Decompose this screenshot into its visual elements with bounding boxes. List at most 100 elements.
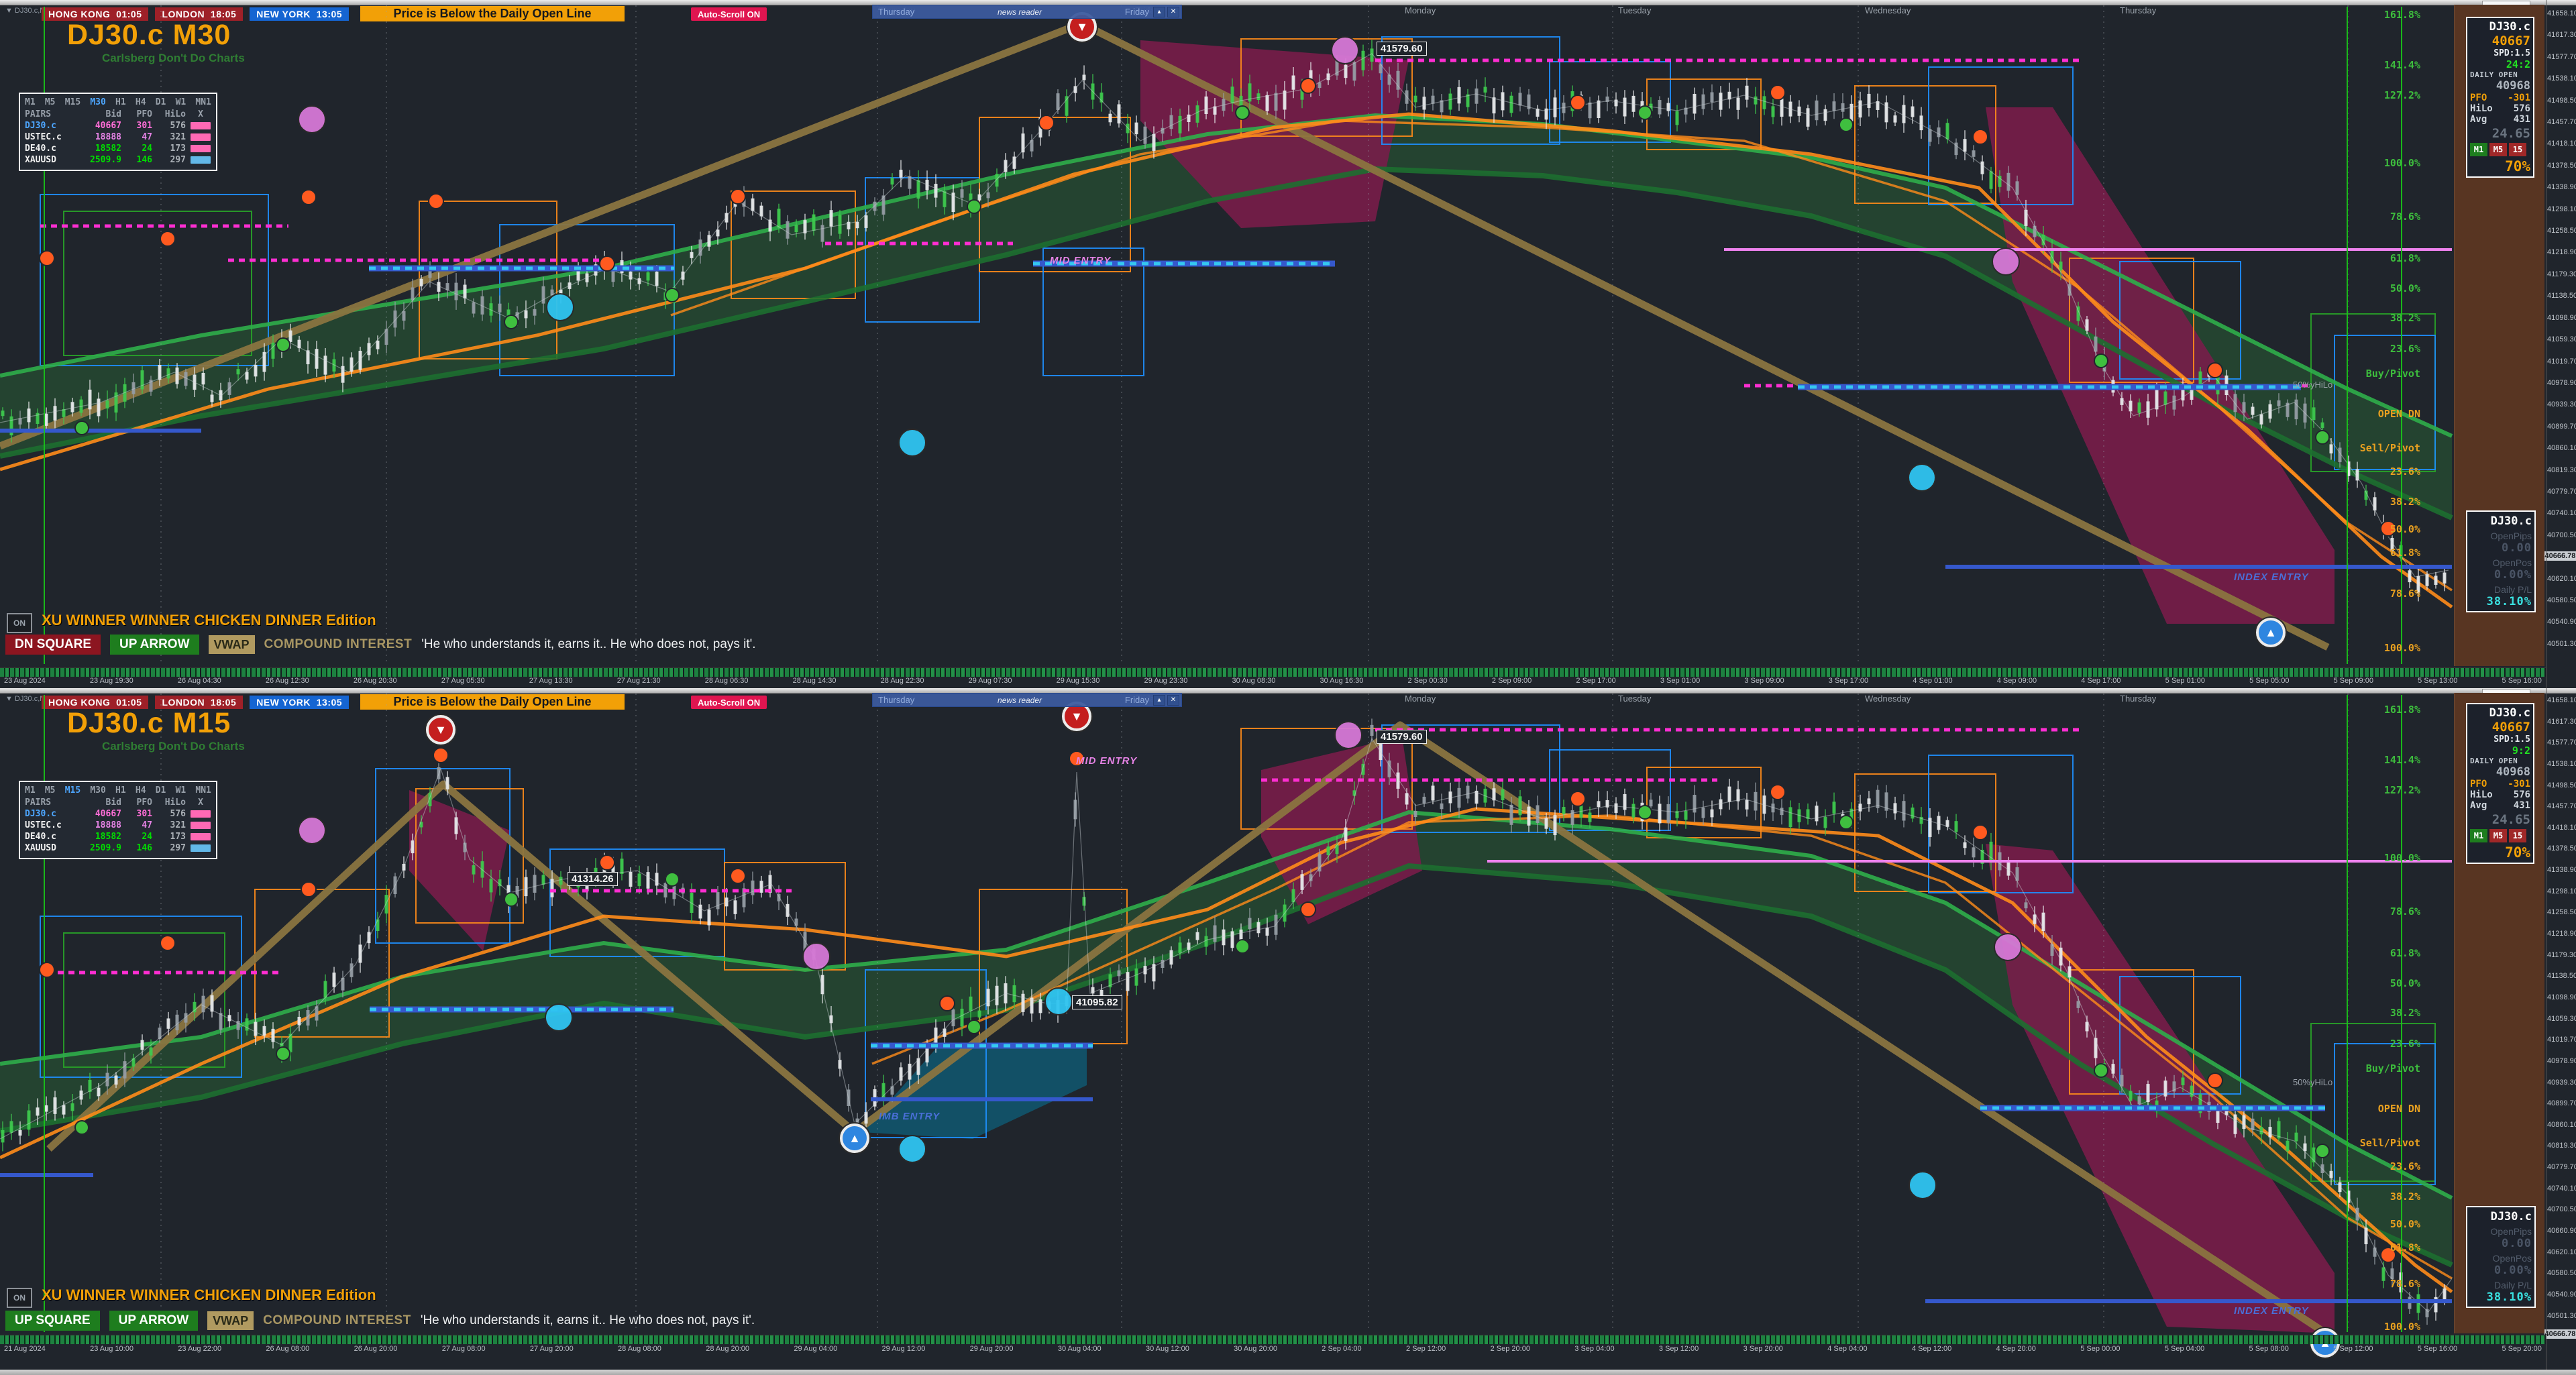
timeframe-m5[interactable]: M5 — [44, 785, 56, 795]
pair-close-swatch[interactable] — [191, 833, 211, 840]
square-signal-button[interactable]: UP SQUARE — [5, 1311, 100, 1331]
price-scale-label: 41378.50 — [2547, 161, 2576, 170]
time-axis-label: 23 Aug 22:00 — [178, 1345, 222, 1353]
panel-timeframe-m1[interactable]: M1 — [2470, 143, 2487, 156]
pair-name[interactable]: USTEC.c — [25, 132, 62, 142]
info-spread: SPD:1.5 — [2493, 48, 2530, 58]
on-toggle-button[interactable]: ON — [7, 1288, 32, 1308]
price-scale[interactable]: 41658.10 41617.30 41577.70 41538.10 41498.50… — [2547, 696, 2576, 1320]
square-signal-button[interactable]: DN SQUARE — [5, 635, 101, 655]
vwap-button[interactable]: VWAP — [208, 635, 255, 654]
time-axis-label: 28 Aug 14:30 — [792, 677, 837, 685]
timeframe-h1[interactable]: H1 — [115, 785, 126, 795]
timeframe-h4[interactable]: H4 — [135, 97, 146, 107]
news-day-left: Thursday — [878, 7, 915, 17]
pair-name[interactable]: DE40.c — [25, 832, 56, 842]
chart-subtitle: Carlsberg Don't Do Charts — [102, 52, 245, 64]
timeframe-mn1[interactable]: MN1 — [195, 97, 211, 107]
pair-close-swatch[interactable] — [191, 156, 211, 164]
price-chart-canvas[interactable] — [0, 0, 2546, 665]
news-reader-label: news reader — [998, 7, 1042, 17]
timeframe-m30[interactable]: M30 — [90, 97, 106, 107]
autoscroll-button[interactable]: Auto-Scroll ON — [691, 7, 767, 21]
pair-name[interactable]: XAUUSD — [25, 155, 56, 165]
time-axis[interactable]: 21 Aug 2024 23 Aug 10:00 23 Aug 22:00 26 Au… — [0, 1345, 2546, 1353]
autoscroll-button[interactable]: Auto-Scroll ON — [691, 696, 767, 709]
fib-level-label: 38.2% — [2390, 1191, 2420, 1203]
daily-pl-value: 38.10% — [2486, 595, 2532, 608]
table-row[interactable]: USTEC.c 18888 47 321 — [25, 820, 211, 830]
close-icon[interactable]: ✕ — [1167, 694, 1179, 706]
table-row[interactable]: DE40.c 18582 24 173 — [25, 144, 211, 154]
price-scale-label: 40740.10 — [2547, 1184, 2576, 1193]
news-reader-bar[interactable]: Thursday news reader Friday ▴ ✕ — [872, 5, 1182, 19]
info-atr: 24.65 — [2491, 126, 2530, 141]
table-row[interactable]: XAUUSD 2509.9 146 297 — [25, 155, 211, 165]
fib-level-label: 78.6% — [2390, 588, 2420, 600]
table-row[interactable]: DJ30.c 40667 301 576 — [25, 121, 211, 131]
collapse-icon[interactable]: ▴ — [1153, 6, 1165, 17]
news-reader-bar[interactable]: Thursday news reader Friday ▴ ✕ — [872, 693, 1182, 707]
price-scale[interactable]: 41658.10 41617.30 41577.70 41538.10 41498.50… — [2547, 9, 2576, 648]
entry-note: MID ENTRY — [1076, 755, 1138, 767]
panel-timeframe-15[interactable]: 15 — [2509, 829, 2526, 842]
timeframe-m15[interactable]: M15 — [64, 97, 81, 107]
price-scale-label: 41338.90 — [2547, 866, 2576, 875]
collapse-icon[interactable]: ▴ — [1153, 694, 1165, 706]
pair-pfo: 146 — [136, 843, 152, 853]
quote-text: 'He who understands it, earns it.. He wh… — [421, 637, 756, 651]
openpos-value: 0.00% — [2493, 1264, 2532, 1277]
price-scale-label: 40540.90 — [2547, 1290, 2576, 1299]
timeframe-m15[interactable]: M15 — [64, 785, 81, 795]
close-icon[interactable]: ✕ — [1167, 6, 1179, 17]
pair-close-swatch[interactable] — [191, 145, 211, 152]
time-axis-label: 2 Sep 04:00 — [1322, 1345, 1362, 1353]
price-chart-canvas[interactable] — [0, 688, 2546, 1333]
pair-close-swatch[interactable] — [191, 844, 211, 852]
table-row[interactable]: DE40.c 18582 24 173 — [25, 832, 211, 842]
timeframe-w1[interactable]: W1 — [175, 785, 186, 795]
panel-timeframe-m5[interactable]: M5 — [2489, 829, 2507, 842]
pair-close-swatch[interactable] — [191, 822, 211, 829]
pair-name[interactable]: DE40.c — [25, 144, 56, 154]
table-row[interactable]: USTEC.c 18888 47 321 — [25, 132, 211, 142]
panel-timeframe-m1[interactable]: M1 — [2470, 829, 2487, 842]
timeframe-w1[interactable]: W1 — [175, 97, 186, 107]
pair-close-swatch[interactable] — [191, 133, 211, 141]
openpos-label: OpenPos — [2492, 557, 2532, 568]
panel-timeframe-15[interactable]: 15 — [2509, 143, 2526, 156]
time-axis-label: 30 Aug 04:00 — [1057, 1345, 1102, 1353]
pair-name[interactable]: DJ30.c — [25, 121, 56, 131]
pair-close-swatch[interactable] — [191, 810, 211, 818]
activity-strip — [0, 1335, 2546, 1344]
table-row[interactable]: XAUUSD 2509.9 146 297 — [25, 843, 211, 853]
time-axis-label: 2 Sep 09:00 — [1491, 677, 1532, 685]
fib-level-label: 61.8% — [2390, 547, 2420, 559]
arrow-signal-button[interactable]: UP ARROW — [109, 1311, 199, 1331]
info-hilo-row: HiLo 576 — [2470, 789, 2530, 800]
timeframe-m30[interactable]: M30 — [90, 785, 106, 795]
daily-pl-value: 38.10% — [2486, 1290, 2532, 1304]
timeframe-mn1[interactable]: MN1 — [195, 785, 211, 795]
timeframe-h1[interactable]: H1 — [115, 97, 126, 107]
pair-name[interactable]: DJ30.c — [25, 809, 56, 819]
chart-window-m30: ▼ DJ30.c,M30 HONG KONG 01:05 LONDON 18:05… — [0, 0, 2576, 688]
timeframe-d1[interactable]: D1 — [155, 785, 166, 795]
table-row[interactable]: DJ30.c 40667 301 576 — [25, 809, 211, 819]
time-axis[interactable]: 23 Aug 2024 23 Aug 19:30 26 Aug 04:30 26 Au… — [0, 677, 2546, 685]
timeframe-d1[interactable]: D1 — [155, 97, 166, 107]
timeframe-m1[interactable]: M1 — [25, 785, 36, 795]
price-scale-label: 40819.30 — [2547, 1142, 2576, 1150]
timeframe-m1[interactable]: M1 — [25, 97, 36, 107]
arrow-signal-button[interactable]: UP ARROW — [110, 635, 199, 655]
openpips-label: OpenPips — [2490, 1226, 2532, 1237]
pair-name[interactable]: XAUUSD — [25, 843, 56, 853]
panel-timeframe-m5[interactable]: M5 — [2489, 143, 2507, 156]
timeframe-h4[interactable]: H4 — [135, 785, 146, 795]
pair-close-swatch[interactable] — [191, 122, 211, 129]
on-toggle-button[interactable]: ON — [7, 613, 32, 633]
pair-name[interactable]: USTEC.c — [25, 820, 62, 830]
vwap-button[interactable]: VWAP — [207, 1311, 254, 1330]
timeframe-m5[interactable]: M5 — [44, 97, 56, 107]
pair-bid: 40667 — [95, 121, 121, 131]
